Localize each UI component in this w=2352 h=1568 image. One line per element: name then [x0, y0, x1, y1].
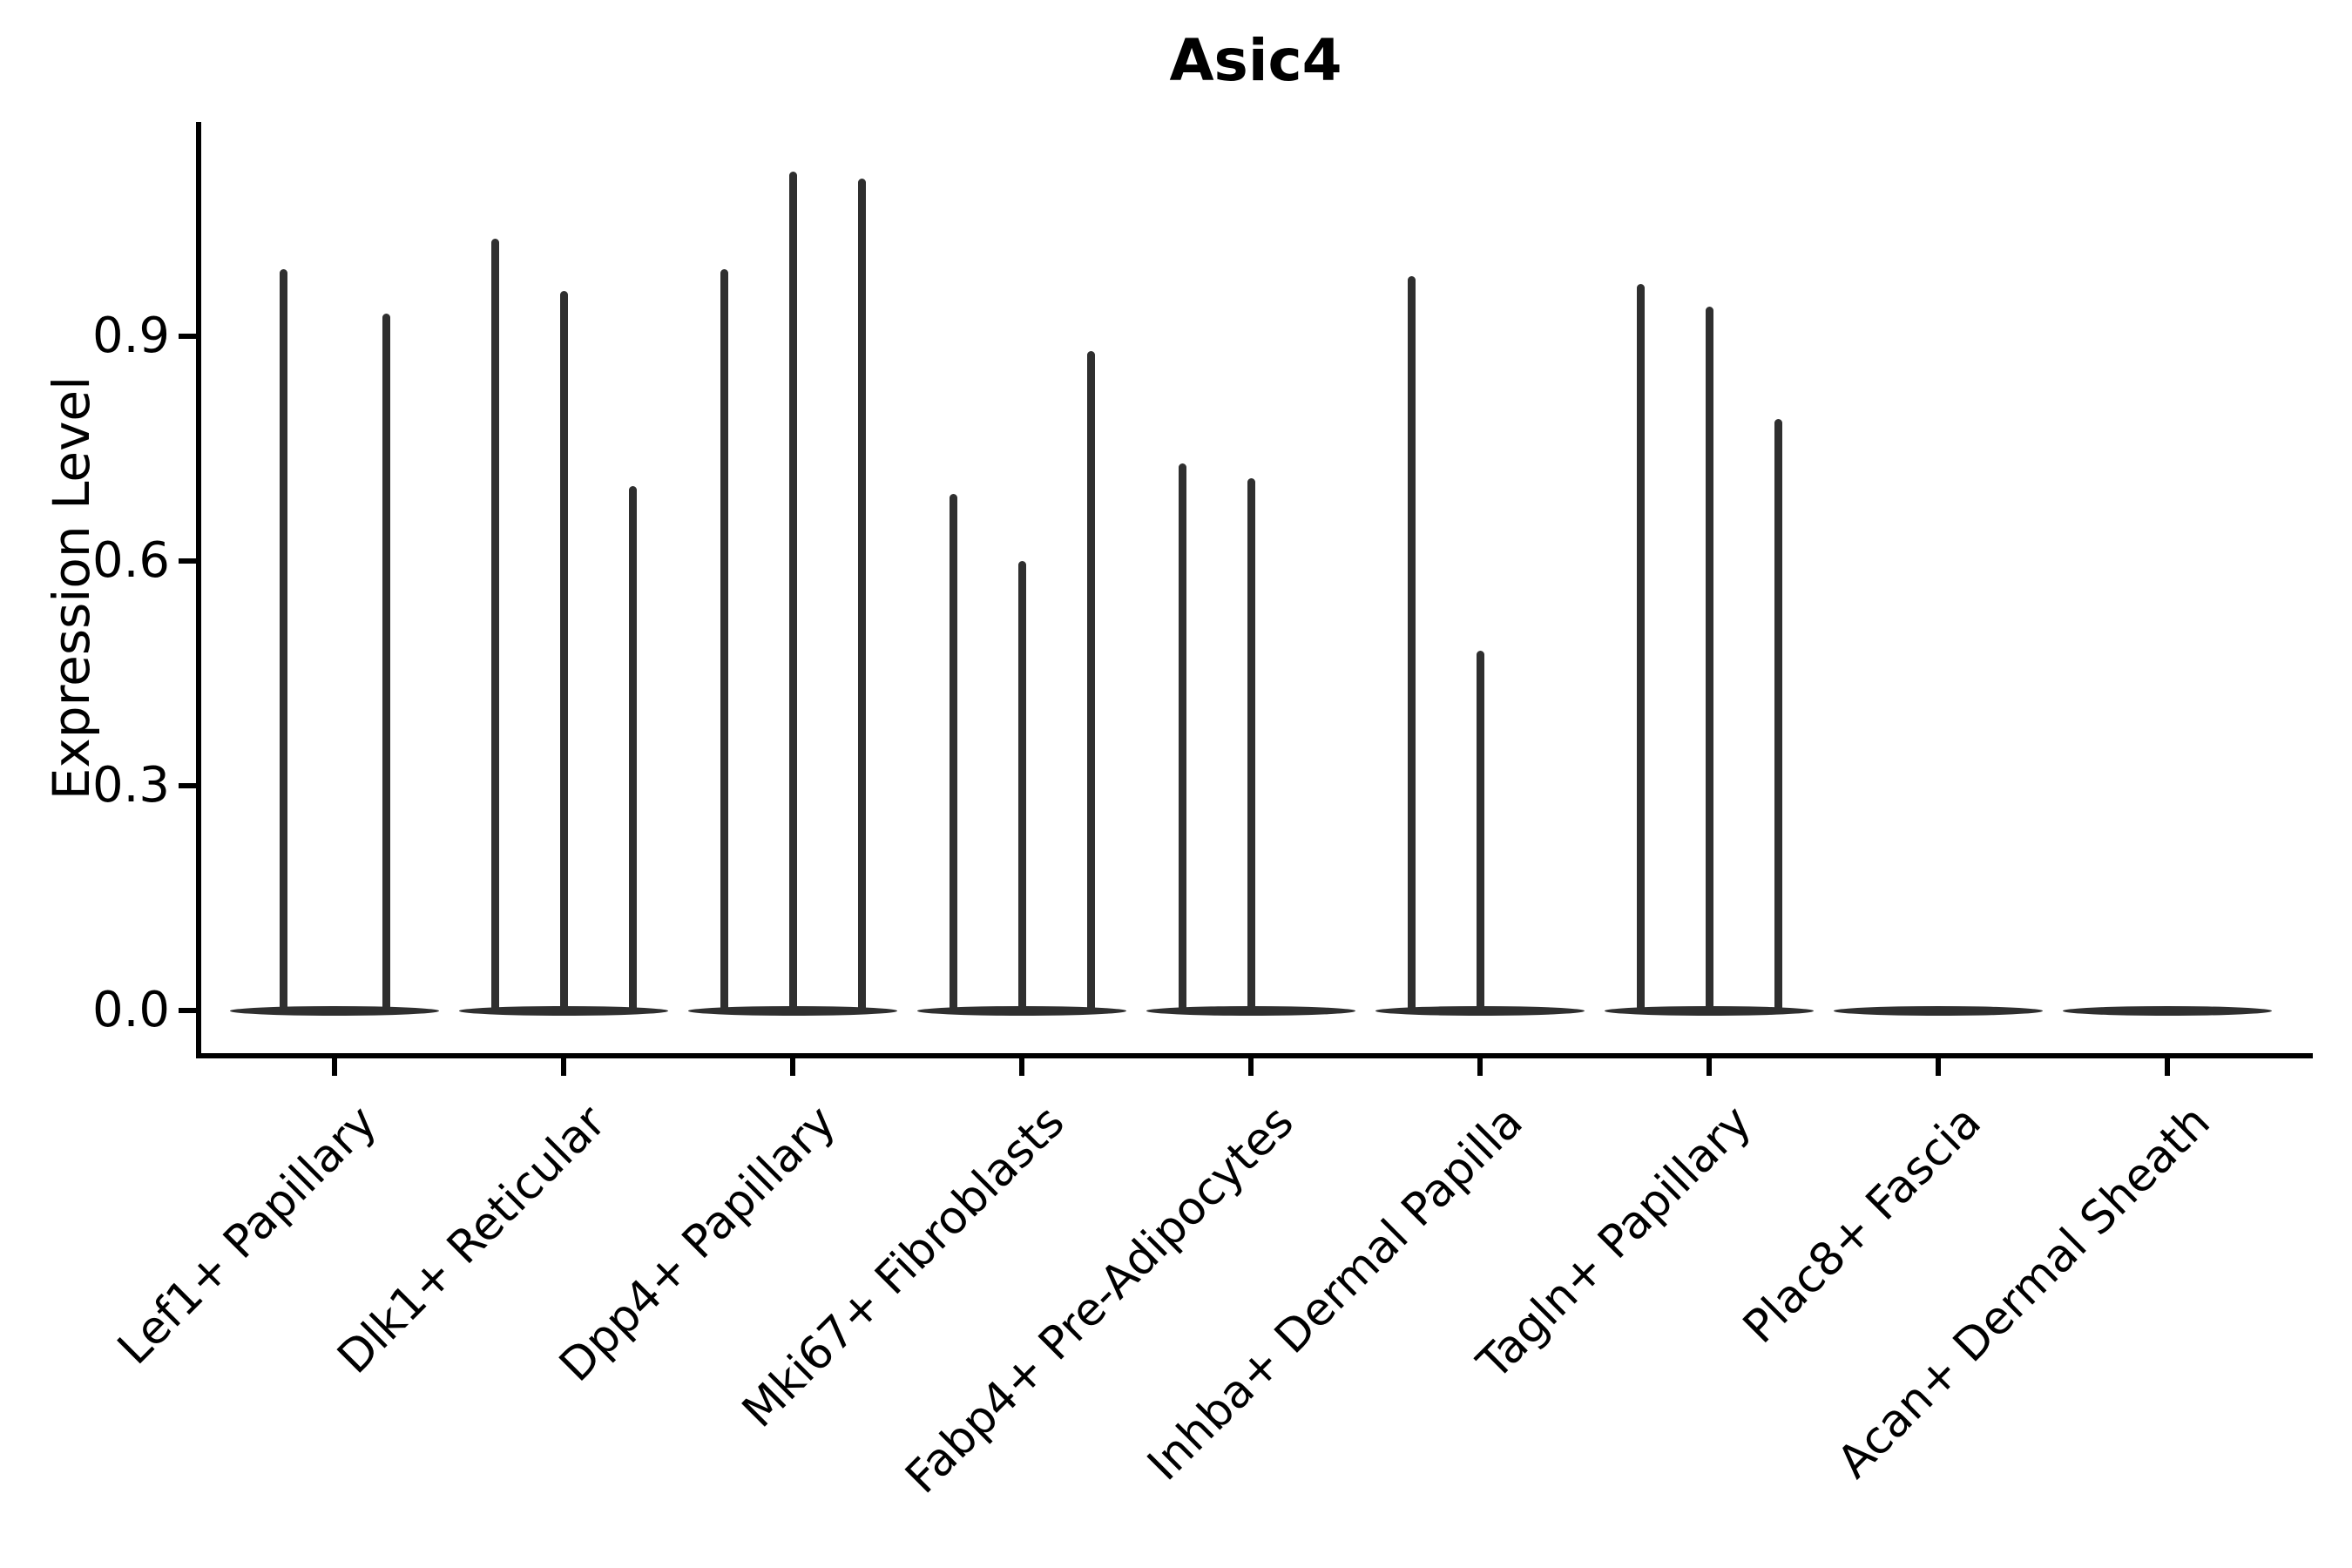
y-tick-label: 0.3 [91, 757, 170, 814]
y-tick-mark [179, 1008, 196, 1013]
x-tick-mark [1019, 1058, 1024, 1076]
x-category-label: Plac8+ Fascia [1733, 1096, 1991, 1354]
x-axis-spine [196, 1053, 2313, 1058]
y-tick-label: 0.9 [91, 308, 170, 364]
y-tick-mark [179, 558, 196, 564]
violin-zero-baseline [459, 1005, 668, 1016]
chart-title: Asic4 [1169, 27, 1342, 94]
violin-spike [1407, 276, 1416, 1010]
violin-spike [788, 171, 797, 1010]
x-tick-mark [1936, 1058, 1941, 1076]
x-tick-mark [790, 1058, 795, 1076]
violin-spike [382, 314, 390, 1010]
x-tick-mark [1477, 1058, 1483, 1076]
violin-spike [1774, 418, 1782, 1010]
x-category-label: Inhba+ Dermal Papilla [1137, 1096, 1533, 1491]
y-tick-label: 0.6 [91, 532, 170, 589]
violin-zero-baseline [1146, 1005, 1355, 1016]
y-axis-spine [196, 122, 201, 1058]
violin-spike [1705, 306, 1713, 1010]
violin-spike [559, 291, 568, 1010]
violin-spike [1086, 351, 1095, 1010]
x-tick-mark [332, 1058, 337, 1076]
violin-zero-baseline [688, 1005, 897, 1016]
x-tick-mark [561, 1058, 566, 1076]
violin-zero-baseline [230, 1005, 439, 1016]
x-category-label: Fabp4+ Pre-Adipocytes [896, 1096, 1304, 1504]
violin-zero-baseline [917, 1005, 1126, 1016]
violin-spike [720, 268, 728, 1010]
violin-spike [279, 268, 287, 1010]
violin-spike [857, 179, 866, 1010]
violin-zero-baseline [1834, 1005, 2043, 1016]
y-tick-mark [179, 334, 196, 339]
violin-zero-baseline [1375, 1005, 1585, 1016]
violin-spike [1178, 463, 1186, 1010]
violin-zero-baseline [1605, 1005, 1814, 1016]
violin-spike [1476, 651, 1484, 1010]
x-tick-mark [1248, 1058, 1254, 1076]
x-tick-mark [2165, 1058, 2170, 1076]
violin-spike [1247, 478, 1255, 1010]
violin-spike [628, 486, 637, 1010]
violin-spike [1017, 561, 1026, 1010]
violin-spike [490, 239, 499, 1010]
violin-spike [949, 493, 957, 1010]
y-tick-mark [179, 783, 196, 788]
violin-zero-baseline [2063, 1005, 2272, 1016]
violin-spike [1636, 283, 1645, 1010]
y-tick-label: 0.0 [91, 982, 170, 1038]
x-category-label: Acan+ Dermal Sheath [1827, 1096, 2220, 1489]
x-tick-mark [1707, 1058, 1712, 1076]
